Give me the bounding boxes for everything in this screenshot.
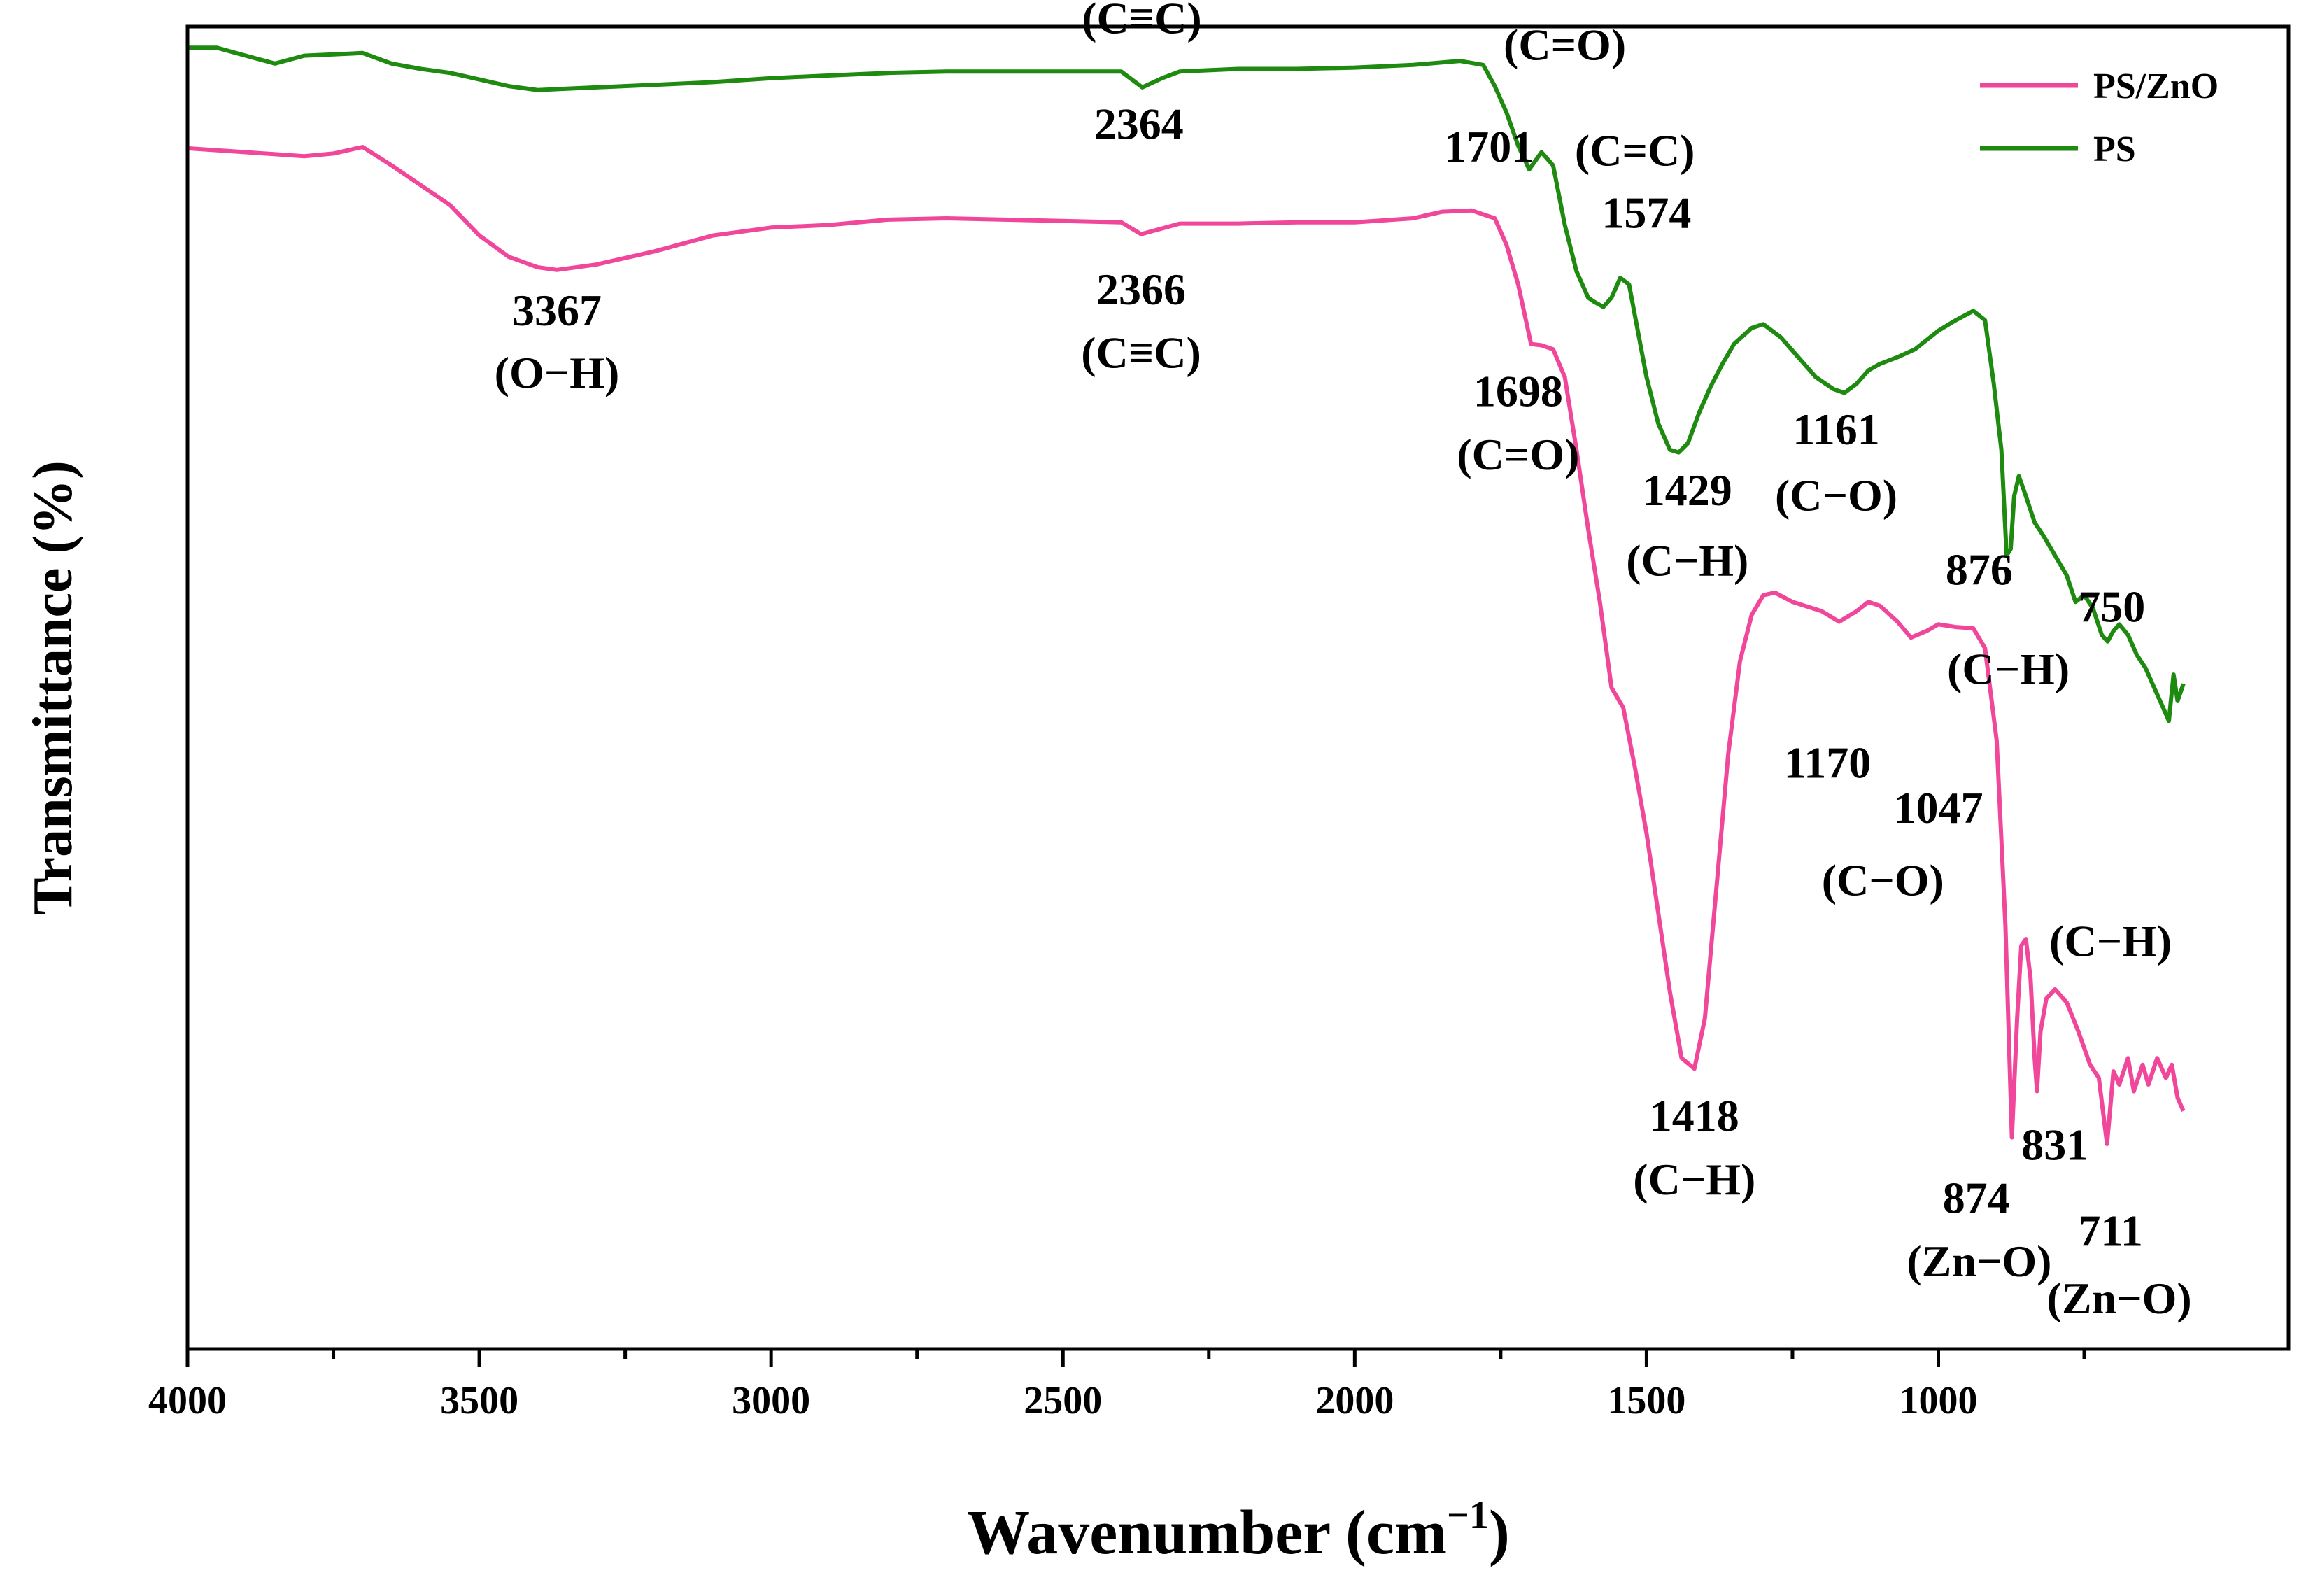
- annotation-pszno-co-label: (C−O): [1822, 856, 1944, 905]
- series-line-ps: [188, 45, 2186, 723]
- annotation-ps-2364-value: 2364: [1094, 99, 1184, 149]
- series-line-ps-zno: [187, 145, 2186, 1146]
- x-axis-title-close: ): [1489, 1498, 1510, 1567]
- annotation-pszno-831-value: 831: [2021, 1120, 2088, 1170]
- annotation-ps-2364-label: (C≡C): [1082, 0, 1202, 43]
- annotation-pszno-1170-value: 1170: [1784, 738, 1871, 788]
- annotation-ps-750-value: 750: [2078, 582, 2145, 632]
- annotation-ps-1161-value: 1161: [1792, 404, 1879, 454]
- annotation-pszno-711-label: (Zn−O): [2047, 1273, 2192, 1323]
- x-axis-ticks: 4000 3500 3000 2500 2000 1500 1000: [148, 1349, 2086, 1422]
- annotation-ps-1574-value: 1574: [1601, 188, 1691, 237]
- x-tick-label-2000: 2000: [1315, 1379, 1394, 1422]
- annotation-ps-1161-label: (C−O): [1775, 471, 1897, 521]
- plot-frame: [185, 24, 2291, 1351]
- legend-label-ps: PS: [2093, 129, 2136, 169]
- x-tick-label-1500: 1500: [1607, 1379, 1685, 1422]
- annotation-pszno-874-label: (Zn−O): [1907, 1236, 2051, 1286]
- annotation-pszno-2366-label: (C≡C): [1081, 328, 1201, 378]
- x-tick-label-3500: 3500: [440, 1379, 518, 1422]
- annotation-ps-1429-value: 1429: [1643, 465, 1732, 515]
- annotation-pszno-1047-value: 1047: [1894, 783, 1983, 833]
- x-axis-title-main: Wavenumber (cm: [967, 1498, 1447, 1567]
- annotation-pszno-3367-value: 3367: [512, 285, 602, 335]
- annotation-pszno-2366-value: 2366: [1096, 264, 1186, 314]
- annotation-pszno-1418-label: (C−H): [1633, 1154, 1755, 1204]
- series-layer: [187, 45, 2186, 1146]
- annotation-ps-1429-label: (C−H): [1626, 535, 1748, 585]
- annotation-ps-876-label: (C−H): [1947, 644, 2070, 693]
- annotation-pszno-1698-label: (C=O): [1457, 430, 1579, 479]
- annotation-ps-1574-label: (C=C): [1575, 126, 1695, 176]
- annotation-ps-876-value: 876: [1946, 545, 2013, 595]
- annotation-layer: (C≡C) 2364 1701 (C=O) (C=C) 1574 1429 (C−H) 1161…: [495, 0, 2192, 1323]
- x-tick-label-3000: 3000: [732, 1379, 810, 1422]
- legend: PS/ZnO PS: [1980, 66, 2219, 169]
- annotation-pszno-711-value: 711: [2078, 1206, 2142, 1256]
- legend-label-ps-zno: PS/ZnO: [2093, 66, 2219, 106]
- annotation-pszno-3367-label: (O−H): [495, 348, 620, 397]
- y-axis-title: Transmittance (%): [22, 460, 84, 915]
- annotation-pszno-1418-value: 1418: [1650, 1091, 1739, 1140]
- x-tick-label-4000: 4000: [148, 1379, 227, 1422]
- x-tick-label-1000: 1000: [1900, 1379, 1978, 1422]
- x-tick-label-2500: 2500: [1024, 1379, 1102, 1422]
- annotation-pszno-874-value: 874: [1943, 1173, 2010, 1222]
- annotation-ps-1701-value: 1701: [1444, 122, 1534, 171]
- x-axis-title: Wavenumber (cm−1): [967, 1494, 1510, 1567]
- x-axis-title-superscript: −1: [1447, 1494, 1489, 1537]
- annotation-pszno-ch-label: (C−H): [2049, 917, 2172, 966]
- annotation-pszno-1698-value: 1698: [1473, 366, 1563, 416]
